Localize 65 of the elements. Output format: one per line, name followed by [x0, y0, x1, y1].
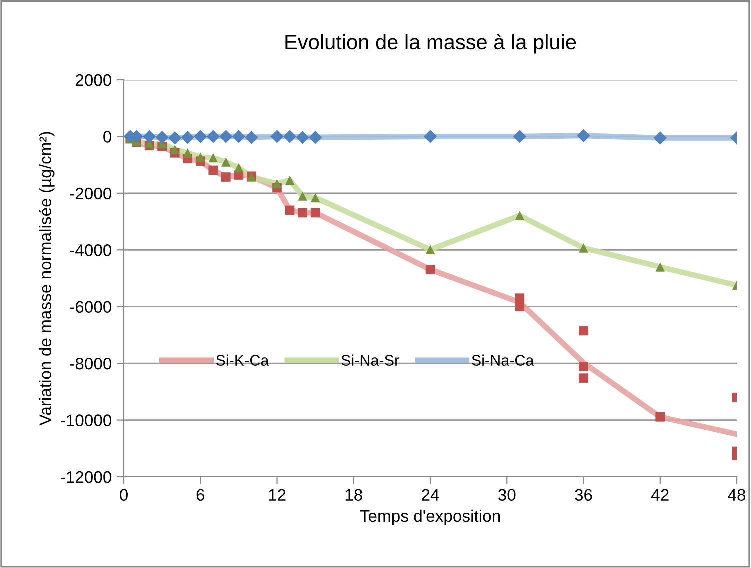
point: [296, 130, 310, 144]
point: [234, 163, 244, 173]
point: [206, 130, 220, 144]
point: [232, 130, 246, 144]
point: [196, 152, 206, 162]
point: [272, 179, 282, 188]
x-tick-label: 18: [346, 489, 362, 502]
point: [283, 130, 297, 144]
point: [515, 302, 525, 312]
x-tick-label: 48: [728, 489, 746, 502]
point: [298, 208, 308, 218]
point: [424, 130, 438, 144]
y-tick-label: 0: [104, 131, 112, 143]
point: [515, 211, 525, 220]
point: [245, 130, 258, 144]
x-tick-label: 0: [120, 489, 128, 502]
point: [310, 193, 320, 203]
point: [208, 153, 218, 163]
point: [270, 130, 284, 144]
x-tick-label: 6: [196, 489, 205, 502]
chart-title: Evolution de la masse à la pluie: [286, 34, 576, 54]
y-tick-label: -10000: [61, 414, 112, 426]
point: [183, 148, 193, 158]
point: [426, 245, 436, 255]
point: [654, 132, 667, 145]
x-tick-label: 42: [651, 489, 669, 501]
point: [168, 132, 182, 145]
point: [142, 130, 156, 144]
point: [310, 208, 320, 218]
point: [298, 192, 308, 201]
point: [579, 326, 588, 336]
point: [579, 362, 588, 372]
point: [285, 176, 295, 186]
point: [579, 244, 588, 253]
y-tick-label: -12000: [61, 471, 112, 484]
point: [577, 129, 590, 142]
point: [308, 130, 322, 144]
point: [220, 130, 233, 144]
y-tick-label: -8000: [70, 358, 112, 370]
y-tick-label: -6000: [70, 301, 112, 314]
point: [426, 265, 436, 274]
point: [222, 158, 231, 167]
point: [194, 130, 208, 144]
point: [285, 206, 295, 216]
x-axis-title: Temps d'exposition: [360, 510, 500, 526]
y-tick-label: -4000: [70, 244, 112, 256]
point: [656, 412, 666, 422]
point: [513, 130, 526, 144]
point: [170, 145, 180, 154]
x-tick-label: 24: [422, 489, 440, 501]
point: [579, 374, 588, 383]
y-tick-label: 2000: [76, 74, 112, 86]
point: [656, 262, 666, 272]
point: [222, 172, 231, 182]
point: [181, 130, 194, 144]
legend-label: Si-K-Ca: [216, 354, 270, 366]
x-tick-label: 36: [575, 489, 592, 502]
y-tick-label: -2000: [70, 188, 112, 200]
point: [156, 130, 169, 144]
legend-label: Si-Na-Ca: [472, 354, 534, 366]
x-tick-label: 30: [498, 489, 516, 502]
legend-label: Si-Na-Sr: [342, 354, 400, 366]
point: [208, 166, 218, 176]
x-tick-label: 12: [269, 489, 286, 501]
y-axis-title: Variation de masse normalisée (µg/cm²): [39, 132, 55, 426]
